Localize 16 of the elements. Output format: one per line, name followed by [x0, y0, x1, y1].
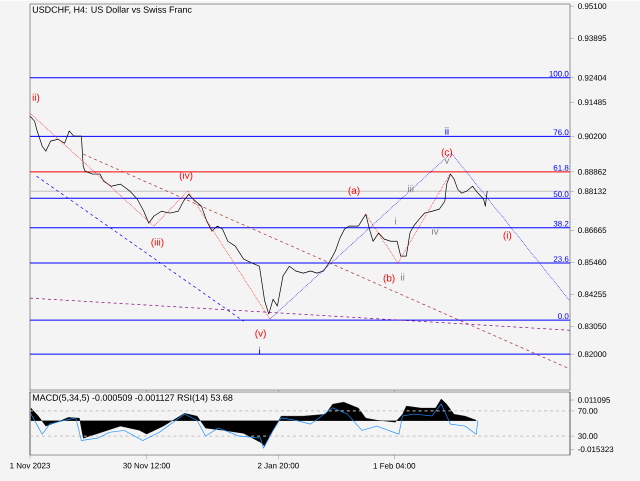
chart-title: MACD(5,34,5) -0.000509 -0.001127 RSI(14) 53.68 — [32, 394, 232, 403]
annotation: (a) — [348, 186, 360, 196]
annotation: (v) — [255, 329, 266, 339]
annotation: (i) — [504, 231, 512, 241]
annotation: iv — [432, 227, 439, 235]
annotation: (c) — [442, 148, 452, 158]
annotation: v — [444, 158, 450, 164]
annotation: i — [395, 217, 396, 225]
annotation: ii) — [32, 94, 40, 103]
chart-title: USDCHF, H4: US Dollar vs Swiss Franc — [32, 6, 192, 14]
annotation: (iv) — [180, 172, 192, 181]
annotation: ii — [445, 127, 448, 135]
annotation: iii — [408, 184, 414, 192]
annotation: (b) — [384, 274, 395, 284]
annotation: (iii) — [151, 238, 164, 248]
annotation: ii — [401, 273, 404, 281]
